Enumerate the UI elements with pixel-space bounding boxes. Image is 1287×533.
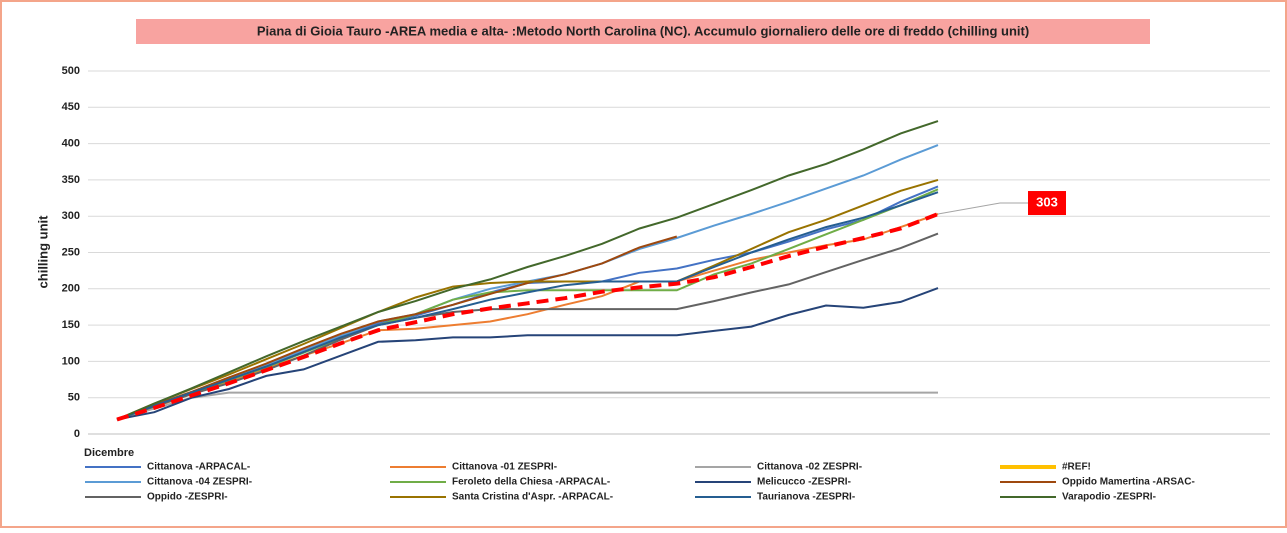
legend-label: Feroleto della Chiesa -ARPACAL- bbox=[452, 477, 610, 488]
y-tick-label: 450 bbox=[62, 101, 80, 113]
legend-label: Taurianova -ZESPRI- bbox=[757, 492, 855, 503]
data-label-box bbox=[1028, 191, 1066, 216]
y-tick-label: 400 bbox=[62, 138, 80, 150]
series-line bbox=[116, 178, 939, 421]
y-tick-label: 200 bbox=[62, 283, 80, 295]
y-tick-label: 300 bbox=[62, 210, 80, 222]
series-line bbox=[116, 287, 939, 421]
y-tick-label: 50 bbox=[68, 392, 80, 404]
y-tick-label: 250 bbox=[62, 246, 80, 258]
legend-label: Cittanova -01 ZESPRI- bbox=[452, 462, 557, 473]
chart-title: Piana di Gioia Tauro -AREA media e alta-… bbox=[257, 23, 1029, 38]
legend-label: Melicucco -ZESPRI- bbox=[757, 477, 851, 488]
y-tick-label: 100 bbox=[62, 355, 80, 367]
y-tick-label: 0 bbox=[74, 428, 80, 440]
title-box bbox=[136, 19, 1150, 44]
legend-label: #REF! bbox=[1062, 462, 1091, 473]
series-line bbox=[116, 120, 939, 421]
series-line bbox=[116, 235, 678, 421]
y-tick-label: 350 bbox=[62, 174, 80, 186]
x-axis-label: Dicembre bbox=[84, 447, 134, 459]
legend-label: Varapodio -ZESPRI- bbox=[1062, 492, 1156, 503]
legend-label: Cittanova -ARPACAL- bbox=[147, 462, 250, 473]
data-label: 303 bbox=[1036, 194, 1058, 209]
legend-label: Oppido -ZESPRI- bbox=[147, 492, 228, 503]
series-line bbox=[116, 391, 938, 421]
leader-line bbox=[937, 202, 1028, 215]
y-axis-label: chilling unit bbox=[35, 215, 50, 289]
y-tick-label: 150 bbox=[62, 319, 80, 331]
series-line bbox=[116, 191, 939, 421]
legend-label: Cittanova -04 ZESPRI- bbox=[147, 477, 252, 488]
reference-line bbox=[116, 212, 939, 422]
y-tick-label: 500 bbox=[62, 65, 80, 77]
legend-label: Oppido Mamertina -ARSAC- bbox=[1062, 477, 1195, 488]
legend-label: Cittanova -02 ZESPRI- bbox=[757, 462, 862, 473]
legend-label: Santa Cristina d'Aspr. -ARPACAL- bbox=[452, 492, 613, 503]
